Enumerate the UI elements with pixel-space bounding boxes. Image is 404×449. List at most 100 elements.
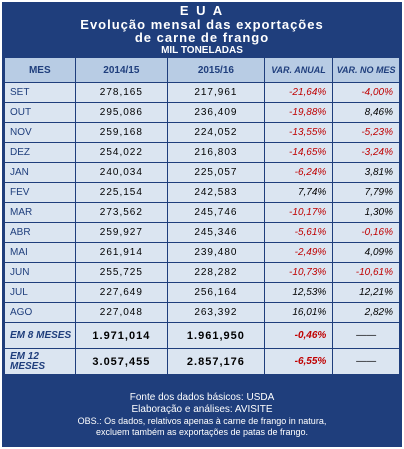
month-cell: JUL (5, 283, 75, 302)
value-2015-16-cell: 245,746 (168, 203, 264, 222)
var-no-mes-cell: 4,09% (333, 243, 399, 262)
var-anual-cell: -6,55% (264, 349, 333, 374)
value-2015-16-cell: 2.857,176 (168, 349, 264, 374)
value-2015-16-cell: 245,346 (168, 223, 264, 242)
value-2015-16-cell: 228,282 (168, 263, 264, 282)
title-line-1: Evolução mensal das exportações (80, 17, 324, 32)
month-cell: DEZ (5, 143, 75, 162)
value-2015-16-cell: 239,480 (168, 243, 264, 262)
value-2014-15-cell: 259,927 (75, 223, 168, 242)
var-no-mes-cell: 8,46% (333, 103, 399, 122)
table-row: JUN 255,725 228,282 -10,73% -10,61% (5, 263, 399, 282)
footer-note-1: OBS.: Os dados, relativos apenas à carne… (77, 416, 327, 426)
column-header-row: MES 2014/15 2015/16 VAR. ANUAL VAR. NO M… (5, 58, 399, 82)
var-anual-cell: -14,65% (264, 143, 333, 162)
var-no-mes-cell: 7,79% (333, 183, 399, 202)
value-2015-16-cell: 217,961 (168, 83, 264, 102)
var-no-mes-cell: -4,00% (333, 83, 399, 102)
table-row: JUL 227,649 256,164 12,53% 12,21% (5, 283, 399, 302)
month-cell: JUN (5, 263, 75, 282)
col-var-anual: VAR. ANUAL (264, 58, 333, 82)
table-row: DEZ 254,022 216,803 -14,65% -3,24% (5, 143, 399, 162)
title-line-2: de carne de frango (134, 30, 270, 45)
value-2014-15-cell: 227,649 (75, 283, 168, 302)
footer-note-2: excluem também as exportações de patas d… (95, 427, 309, 437)
summary-row: EM 8 MESES 1.971,014 1.961,950 -0,46% —— (5, 323, 399, 348)
var-no-mes-cell: —— (333, 323, 399, 348)
var-anual-cell: 12,53% (264, 283, 333, 302)
month-cell: EM 8 MESES (5, 323, 75, 348)
value-2014-15-cell: 1.971,014 (75, 323, 168, 348)
var-no-mes-cell: -5,23% (333, 123, 399, 142)
month-cell: JAN (5, 163, 75, 182)
value-2015-16-cell: 1.961,950 (168, 323, 264, 348)
var-no-mes-cell: -3,24% (333, 143, 399, 162)
col-2014-15: 2014/15 (75, 58, 168, 82)
value-2015-16-cell: 263,392 (168, 303, 264, 322)
var-anual-cell: 7,74% (264, 183, 333, 202)
var-no-mes-cell: 3,81% (333, 163, 399, 182)
value-2015-16-cell: 216,803 (168, 143, 264, 162)
value-2014-15-cell: 240,034 (75, 163, 168, 182)
var-no-mes-cell: -0,16% (333, 223, 399, 242)
var-no-mes-cell: -10,61% (333, 263, 399, 282)
table-row: AGO 227,048 263,392 16,01% 2,82% (5, 303, 399, 322)
var-anual-cell: -0,46% (264, 323, 333, 348)
month-cell: EM 12 MESES (5, 349, 75, 374)
month-cell: SET (5, 83, 75, 102)
table-row: MAI 261,914 239,480 -2,49% 4,09% (5, 243, 399, 262)
value-2014-15-cell: 225,154 (75, 183, 168, 202)
footer-author: Elaboração e análises: AVISITE (131, 404, 273, 415)
var-anual-cell: -13,55% (264, 123, 333, 142)
table-row: FEV 225,154 242,583 7,74% 7,79% (5, 183, 399, 202)
table-header: E U A Evolução mensal das exportações de… (2, 2, 402, 57)
var-anual-cell: -10,73% (264, 263, 333, 282)
var-no-mes-cell: 1,30% (333, 203, 399, 222)
var-anual-cell: -6,24% (264, 163, 333, 182)
value-2014-15-cell: 261,914 (75, 243, 168, 262)
col-mes: MES (5, 58, 75, 82)
table-row: JAN 240,034 225,057 -6,24% 3,81% (5, 163, 399, 182)
var-anual-cell: -10,17% (264, 203, 333, 222)
var-anual-cell: -5,61% (264, 223, 333, 242)
var-anual-cell: -21,64% (264, 83, 333, 102)
unit-label: MIL TONELADAS (161, 45, 243, 56)
var-anual-cell: 16,01% (264, 303, 333, 322)
value-2014-15-cell: 295,086 (75, 103, 168, 122)
table-row: OUT 295,086 236,409 -19,88% 8,46% (5, 103, 399, 122)
var-no-mes-cell: 12,21% (333, 283, 399, 302)
value-2014-15-cell: 278,165 (75, 83, 168, 102)
var-no-mes-cell: 2,82% (333, 303, 399, 322)
footer-source: Fonte dos dados básicos: USDA (129, 392, 275, 403)
col-var-no-mes: VAR. NO MES (333, 58, 399, 82)
month-cell: MAI (5, 243, 75, 262)
table-row: MAR 273,562 245,746 -10,17% 1,30% (5, 203, 399, 222)
var-no-mes-cell: —— (333, 349, 399, 374)
value-2015-16-cell: 224,052 (168, 123, 264, 142)
value-2014-15-cell: 273,562 (75, 203, 168, 222)
country-title: E U A (179, 3, 225, 18)
month-cell: MAR (5, 203, 75, 222)
value-2014-15-cell: 254,022 (75, 143, 168, 162)
table-body: SET 278,165 217,961 -21,64% -4,00% OUT 295,086… (5, 83, 399, 374)
value-2015-16-cell: 256,164 (168, 283, 264, 302)
month-cell: NOV (5, 123, 75, 142)
exports-table: MES 2014/15 2015/16 VAR. ANUAL VAR. NO M… (4, 57, 400, 375)
table-row: ABR 259,927 245,346 -5,61% -0,16% (5, 223, 399, 242)
month-cell: OUT (5, 103, 75, 122)
var-anual-cell: -2,49% (264, 243, 333, 262)
var-anual-cell: -19,88% (264, 103, 333, 122)
table-row: NOV 259,168 224,052 -13,55% -5,23% (5, 123, 399, 142)
value-2015-16-cell: 236,409 (168, 103, 264, 122)
col-2015-16: 2015/16 (168, 58, 264, 82)
table-row: SET 278,165 217,961 -21,64% -4,00% (5, 83, 399, 102)
month-cell: FEV (5, 183, 75, 202)
value-2014-15-cell: 259,168 (75, 123, 168, 142)
value-2015-16-cell: 242,583 (168, 183, 264, 202)
month-cell: ABR (5, 223, 75, 242)
summary-row: EM 12 MESES 3.057,455 2.857,176 -6,55% —— (5, 349, 399, 374)
value-2014-15-cell: 3.057,455 (75, 349, 168, 374)
value-2014-15-cell: 227,048 (75, 303, 168, 322)
value-2014-15-cell: 255,725 (75, 263, 168, 282)
